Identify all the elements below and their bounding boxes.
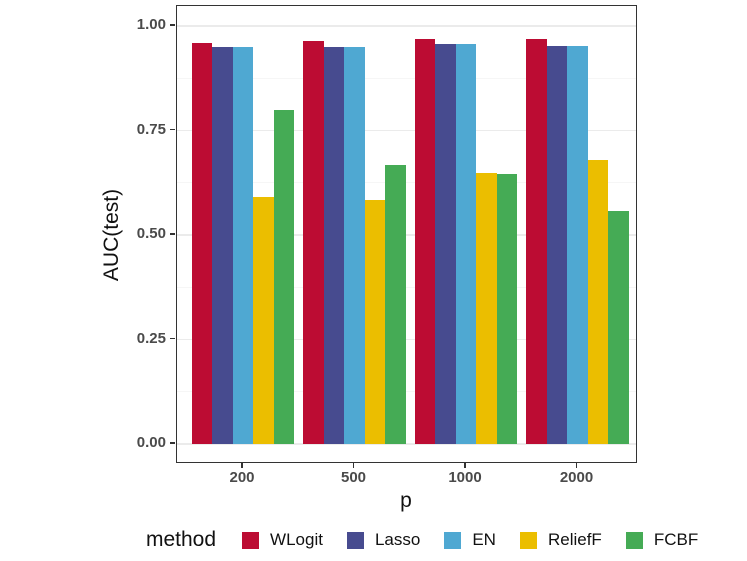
legend-label: ReliefF xyxy=(547,530,602,549)
major-gridline xyxy=(177,129,636,132)
minor-gridline xyxy=(177,182,636,184)
bar-EN-1000 xyxy=(455,44,477,444)
x-tick-label: 200 xyxy=(229,469,255,486)
x-tick-mark xyxy=(352,463,355,468)
y-tick-mark xyxy=(170,128,175,131)
bar-WLogit-500 xyxy=(303,40,324,444)
legend-item-ReliefF: ReliefF xyxy=(519,530,602,550)
bar-WLogit-2000 xyxy=(526,38,547,444)
legend-item-EN: EN xyxy=(444,530,496,550)
minor-gridline xyxy=(177,391,636,393)
bar-FCBF-200 xyxy=(273,110,295,444)
legend-item-WLogit: WLogit xyxy=(242,530,323,550)
legend-label: EN xyxy=(472,530,496,549)
y-tick-mark xyxy=(170,337,175,340)
legend-label: Lasso xyxy=(374,530,421,549)
y-tick-label: 1.00 xyxy=(136,16,166,33)
major-gridline xyxy=(177,25,636,27)
bar-FCBF-500 xyxy=(385,164,406,444)
y-tick-label: 0.00 xyxy=(136,434,166,451)
major-gridline xyxy=(177,443,636,445)
legend-swatch-EN xyxy=(444,531,462,549)
bar-EN-500 xyxy=(344,46,365,444)
bar-WLogit-1000 xyxy=(414,38,436,444)
bar-Lasso-200 xyxy=(212,46,233,444)
y-tick-mark xyxy=(170,442,175,444)
legend-swatch-Lasso xyxy=(346,531,364,549)
bar-FCBF-2000 xyxy=(608,210,629,444)
x-axis-title: p xyxy=(400,489,412,512)
minor-gridline xyxy=(177,77,636,79)
major-gridline xyxy=(177,338,636,341)
x-tick-mark xyxy=(241,463,243,468)
legend-item-FCBF: FCBF xyxy=(625,530,699,550)
bar-WLogit-200 xyxy=(191,42,213,444)
legend: method WLogit Lasso EN ReliefF FCBF xyxy=(146,521,698,559)
bar-ReliefF-200 xyxy=(253,196,274,444)
x-tick-label: 500 xyxy=(340,469,367,486)
legend-swatch-WLogit xyxy=(242,531,260,549)
bar-EN-2000 xyxy=(567,46,588,444)
legend-swatch-ReliefF xyxy=(519,531,537,549)
legend-label: WLogit xyxy=(270,530,323,549)
x-tick-mark xyxy=(464,463,466,468)
y-tick-label: 0.75 xyxy=(136,120,166,138)
y-tick-label: 0.25 xyxy=(136,329,166,347)
legend-item-Lasso: Lasso xyxy=(346,530,421,550)
major-gridline xyxy=(177,234,636,236)
x-tick-label: 1000 xyxy=(448,469,482,486)
y-tick-mark xyxy=(170,233,175,235)
legend-title: method xyxy=(146,528,217,551)
x-tick-label: 2000 xyxy=(559,469,594,486)
plot-panel xyxy=(176,5,637,463)
bar-Lasso-500 xyxy=(323,46,345,444)
minor-gridline xyxy=(177,286,636,288)
legend-swatch-FCBF xyxy=(625,531,643,549)
bar-Lasso-2000 xyxy=(546,46,568,444)
legend-label: FCBF xyxy=(653,530,699,549)
y-tick-mark xyxy=(170,24,175,26)
x-tick-mark xyxy=(575,463,578,468)
bar-FCBF-1000 xyxy=(496,173,518,444)
bar-EN-200 xyxy=(232,46,254,444)
bar-ReliefF-2000 xyxy=(587,159,609,444)
y-tick-label: 0.50 xyxy=(136,225,166,242)
bar-Lasso-1000 xyxy=(435,43,456,444)
bar-ReliefF-500 xyxy=(364,200,386,444)
bar-ReliefF-1000 xyxy=(476,172,497,444)
